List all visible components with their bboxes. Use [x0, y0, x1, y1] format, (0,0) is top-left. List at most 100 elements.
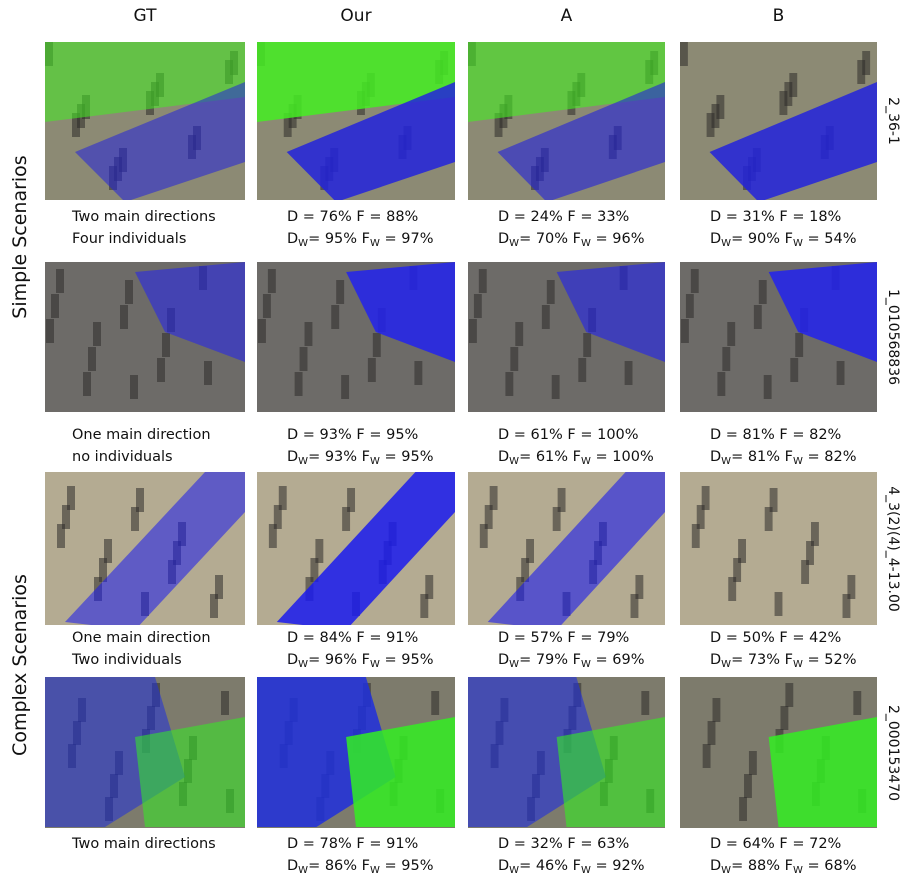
metric-text: F: [779, 836, 788, 852]
metric-text: F: [356, 630, 365, 646]
result-image: [468, 42, 665, 200]
sequence-id: 2_36-1: [885, 97, 901, 145]
metric-text: 70%: [535, 231, 569, 247]
metric-text: =: [725, 427, 738, 443]
metric-text: =: [595, 231, 608, 247]
metric-text: =: [308, 858, 321, 874]
metric-subscript: W: [721, 456, 732, 467]
metric-line: D = 84% F = 91%: [287, 627, 418, 649]
metric-text: F: [361, 449, 371, 465]
metric-text: 95%: [386, 427, 419, 443]
metric-text: D: [498, 630, 510, 646]
metric-text: D: [287, 652, 299, 668]
metric-subscript: W: [370, 659, 380, 670]
scenario-caption: Two main directions: [72, 836, 216, 852]
metric-line: DW= 73% FW = 52%: [710, 649, 857, 676]
metric-text: 91%: [386, 836, 419, 852]
metric-text: 79%: [597, 630, 630, 646]
metric-text: 100%: [612, 449, 654, 465]
metric-text: 72%: [809, 836, 842, 852]
metric-subscript: W: [581, 659, 591, 670]
metric-text: F: [784, 652, 794, 668]
metric-text: F: [567, 209, 576, 225]
metric-line: DW= 86% FW = 95%: [287, 855, 434, 882]
metric-text: 95%: [401, 449, 434, 465]
metric-text: D: [498, 858, 510, 874]
metric-text: 88%: [386, 209, 419, 225]
sequence-id: 1_010568836: [885, 288, 901, 386]
metric-line: D = 31% F = 18%: [710, 206, 841, 228]
metric-text: =: [595, 858, 608, 874]
result-image: [257, 262, 455, 412]
metric-text: =: [725, 630, 738, 646]
sequence-id: 2_000153470: [885, 704, 901, 801]
metric-subscript: W: [793, 659, 803, 670]
metric-line: D = 93% F = 95%: [287, 424, 418, 446]
metric-text: 81%: [747, 449, 781, 465]
metric-text: =: [519, 231, 532, 247]
metric-text: 82%: [809, 427, 842, 443]
metric-text: F: [356, 427, 365, 443]
metric-line: D = 50% F = 42%: [710, 627, 841, 649]
metric-line: D = 24% F = 33%: [498, 206, 629, 228]
metric-text: D: [498, 427, 510, 443]
metric-subscript: W: [721, 865, 732, 876]
result-image: [45, 472, 245, 625]
metric-text: F: [572, 652, 582, 668]
metric-text: =: [792, 836, 805, 852]
metric-line: DW= 95% FW = 97%: [287, 228, 434, 255]
metric-text: 90%: [747, 231, 781, 247]
metric-text: F: [784, 449, 794, 465]
result-image: [468, 472, 665, 625]
metric-text: F: [567, 630, 576, 646]
metric-text: 42%: [809, 630, 842, 646]
group-label: Complex Scenarios: [9, 574, 31, 756]
metric-text: 68%: [824, 858, 857, 874]
metric-subscript: W: [509, 865, 520, 876]
scenario-caption: One main direction: [72, 427, 211, 443]
metric-text: F: [356, 836, 365, 852]
metric-line: D = 76% F = 88%: [287, 206, 418, 228]
sequence-id: 4_3(2)(4)_4-13.00: [885, 485, 901, 612]
metric-text: D: [710, 836, 722, 852]
metric-text: 76%: [319, 209, 352, 225]
metric-text: 92%: [612, 858, 645, 874]
metric-text: =: [731, 858, 744, 874]
group-label: Simple Scenarios: [9, 155, 31, 319]
metric-text: =: [595, 449, 608, 465]
column-header: A: [560, 6, 573, 26]
metric-text: =: [725, 209, 738, 225]
metric-text: =: [369, 630, 382, 646]
metric-text: =: [302, 427, 315, 443]
metric-line: DW= 96% FW = 95%: [287, 649, 434, 676]
metric-text: =: [519, 652, 532, 668]
metric-text: D: [710, 449, 722, 465]
metric-text: F: [572, 231, 582, 247]
metric-text: 95%: [401, 858, 434, 874]
metric-text: F: [361, 652, 371, 668]
metric-line: D = 57% F = 79%: [498, 627, 629, 649]
metric-text: =: [519, 449, 532, 465]
metric-text: =: [308, 231, 321, 247]
metric-text: F: [779, 209, 788, 225]
metric-subscript: W: [298, 238, 309, 249]
metric-text: =: [731, 652, 744, 668]
metric-text: D: [287, 449, 299, 465]
metric-text: =: [580, 427, 593, 443]
metric-text: =: [513, 836, 526, 852]
metric-text: 88%: [747, 858, 781, 874]
metric-text: 91%: [386, 630, 419, 646]
metric-text: D: [287, 209, 299, 225]
metric-text: =: [513, 427, 526, 443]
result-image: [468, 262, 665, 412]
metric-text: 32%: [530, 836, 563, 852]
metric-subscript: W: [721, 238, 732, 249]
metric-text: 96%: [612, 231, 645, 247]
result-image: [257, 677, 455, 828]
metric-text: =: [519, 858, 532, 874]
result-image: [45, 677, 245, 828]
scenario-caption: no individuals: [72, 449, 173, 465]
metric-text: =: [580, 209, 593, 225]
metric-subscript: W: [509, 456, 520, 467]
metric-line: DW= 46% FW = 92%: [498, 855, 645, 882]
